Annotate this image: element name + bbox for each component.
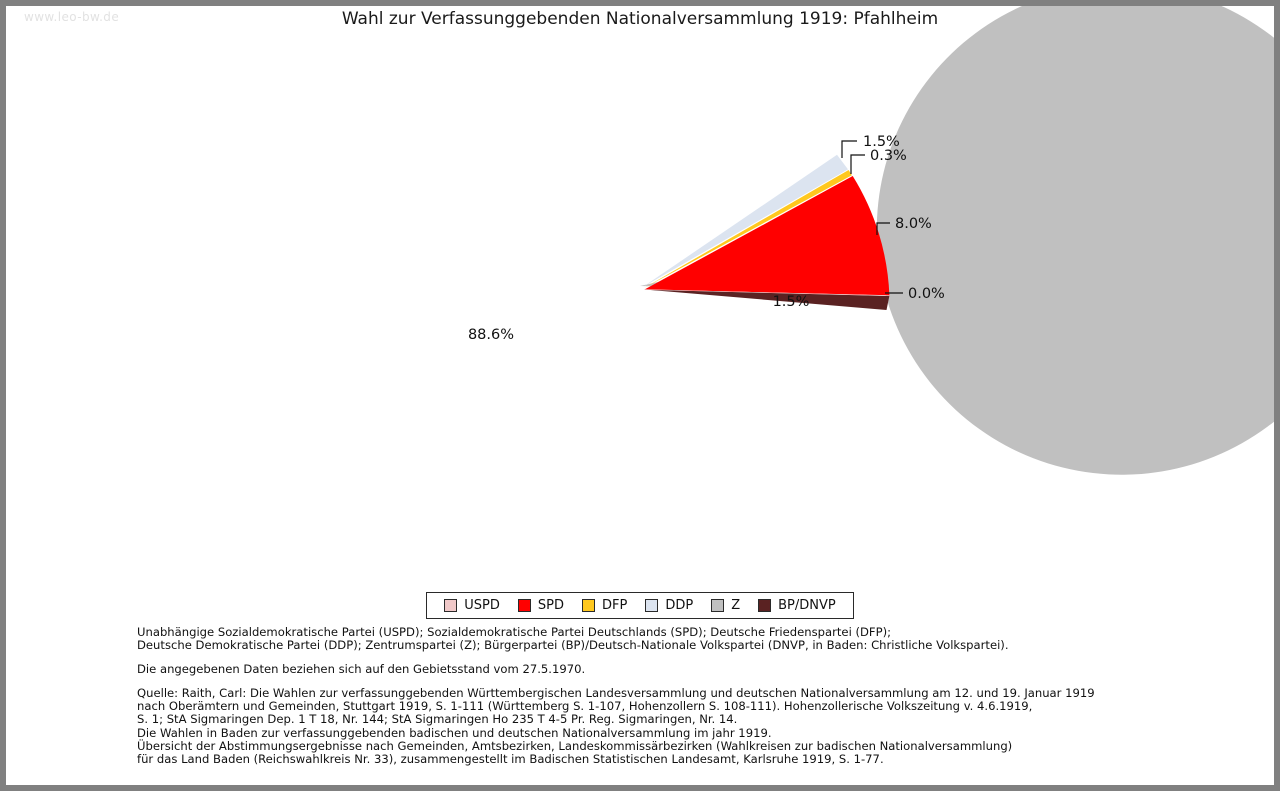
legend-label-spd: SPD bbox=[537, 598, 564, 613]
legend-label-z: Z bbox=[731, 598, 741, 613]
legend-swatch-ddp bbox=[645, 599, 659, 612]
pie-label-spd: 8.0% bbox=[895, 216, 932, 232]
pie-chart-svg: 1.5% 0.3% 8.0% 0.0% 1.5% 88.6% bbox=[468, 6, 1274, 475]
legend-label-uspd: USPD bbox=[464, 598, 500, 613]
legend-label-dfp: DFP bbox=[602, 598, 628, 613]
pie-slice-ddp[interactable] bbox=[642, 154, 848, 287]
pie-label-ddp: 1.5% bbox=[863, 134, 900, 150]
legend-swatch-spd bbox=[517, 599, 531, 612]
pie-slice-dfp[interactable] bbox=[643, 170, 852, 289]
footnote-line: Deutsche Demokratische Partei (DDP); Zen… bbox=[137, 638, 1009, 653]
site-watermark: www.leo-bw.de bbox=[24, 10, 120, 24]
legend-item-spd[interactable]: SPD bbox=[517, 598, 564, 613]
pie-slice-spd[interactable] bbox=[644, 176, 890, 296]
legend-box: USPD SPD DFP DDP Z bbox=[426, 592, 854, 619]
legend-item-uspd[interactable]: USPD bbox=[444, 598, 500, 613]
pie-label-dfp: 0.3% bbox=[870, 148, 907, 164]
legend-label-bp-dnvp: BP/DNVP bbox=[778, 598, 836, 613]
footnote-territory: Die angegebenen Daten beziehen sich auf … bbox=[137, 663, 1217, 676]
footnote-line: nach Oberämtern und Gemeinden, Stuttgart… bbox=[137, 699, 1033, 714]
leader-line-dfp bbox=[850, 154, 865, 174]
legend-item-ddp[interactable]: DDP bbox=[645, 598, 693, 613]
legend: USPD SPD DFP DDP Z bbox=[6, 592, 1274, 619]
pie-label-uspd: 0.0% bbox=[908, 286, 945, 302]
legend-item-bp-dnvp[interactable]: BP/DNVP bbox=[758, 598, 836, 613]
footnotes: Unabhängige Sozialdemokratische Partei (… bbox=[137, 625, 1217, 766]
footnote-line: Die angegebenen Daten beziehen sich auf … bbox=[137, 662, 586, 677]
pie-chart: 1.5% 0.3% 8.0% 0.0% 1.5% 88.6% bbox=[6, 6, 1274, 606]
footnote-line: Übersicht der Abstimmungsergebnisse nach… bbox=[137, 738, 1013, 753]
pie-slice-uspd[interactable] bbox=[644, 289, 890, 296]
page-title: Wahl zur Verfassunggebenden Nationalvers… bbox=[341, 9, 939, 29]
footnote-line: für das Land Baden (Reichswahlkreis Nr. … bbox=[137, 751, 884, 766]
footnote-parties: Unabhängige Sozialdemokratische Partei (… bbox=[137, 625, 1217, 653]
pie-slice-z[interactable] bbox=[640, 6, 1274, 475]
legend-item-z[interactable]: Z bbox=[711, 598, 740, 613]
footnote-line: Unabhängige Sozialdemokratische Partei (… bbox=[137, 625, 892, 639]
legend-swatch-dfp bbox=[582, 599, 595, 612]
legend-item-dfp[interactable]: DFP bbox=[582, 598, 627, 613]
legend-label-ddp: DDP bbox=[665, 598, 694, 613]
footnote-line: S. 1; StA Sigmaringen Dep. 1 T 18, Nr. 1… bbox=[137, 712, 738, 727]
pie-label-z: 88.6% bbox=[468, 327, 514, 343]
pie-slice-bp-dnvp[interactable] bbox=[644, 289, 890, 311]
pie-label-bp-dnvp: 1.5% bbox=[773, 294, 810, 310]
legend-swatch-uspd bbox=[444, 599, 458, 612]
chart-canvas: www.leo-bw.de Wahl zur Verfassunggebende… bbox=[6, 6, 1274, 785]
footnote-line: Die Wahlen in Baden zur verfassunggebend… bbox=[137, 725, 772, 740]
footnote-source: Quelle: Raith, Carl: Die Wahlen zur verf… bbox=[137, 687, 1217, 766]
leader-line-ddp bbox=[841, 140, 857, 158]
footnote-line: Quelle: Raith, Carl: Die Wahlen zur verf… bbox=[137, 686, 1095, 701]
legend-swatch-bp-dnvp bbox=[758, 599, 772, 612]
leader-line-spd bbox=[876, 222, 890, 235]
legend-swatch-z bbox=[711, 599, 725, 612]
